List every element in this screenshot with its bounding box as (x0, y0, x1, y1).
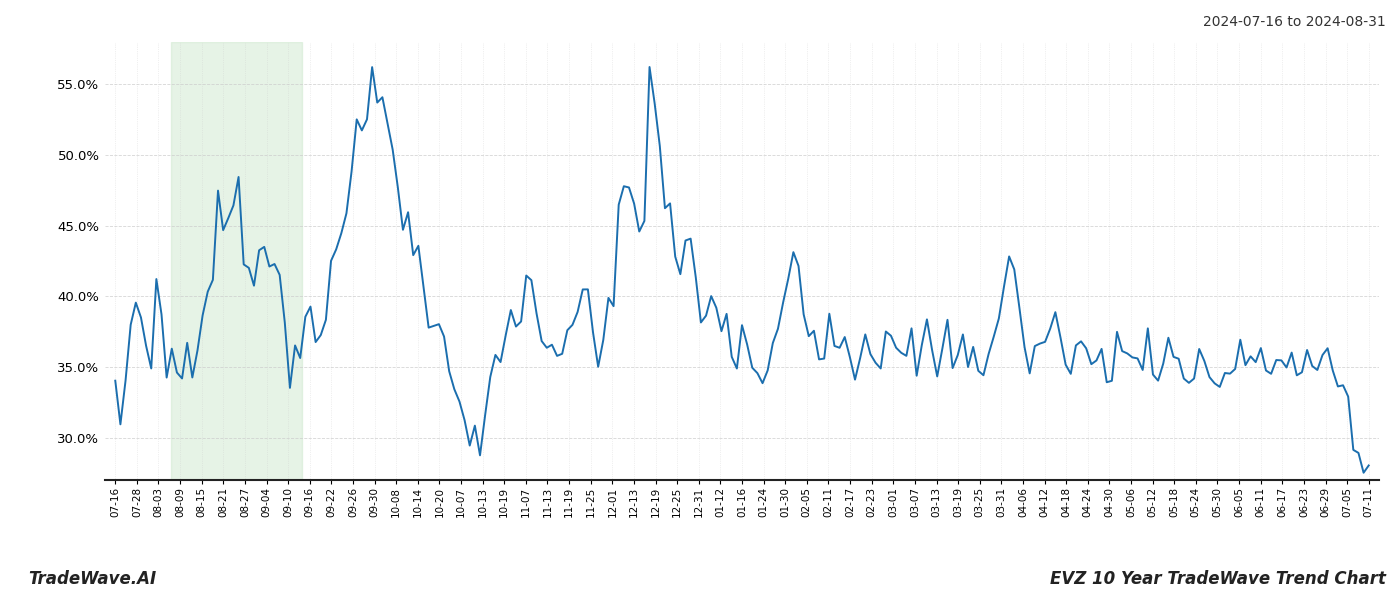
Text: 2024-07-16 to 2024-08-31: 2024-07-16 to 2024-08-31 (1203, 15, 1386, 29)
Text: TradeWave.AI: TradeWave.AI (28, 570, 157, 588)
Bar (171, 42, 301, 480)
Text: EVZ 10 Year TradeWave Trend Chart: EVZ 10 Year TradeWave Trend Chart (1050, 570, 1386, 588)
